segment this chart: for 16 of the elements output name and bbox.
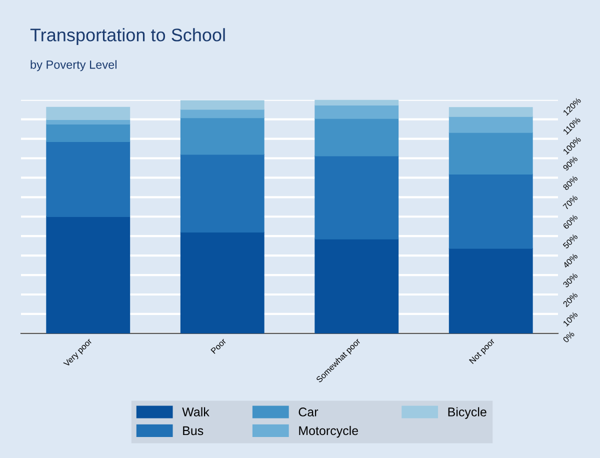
legend-label: Bus [183, 426, 204, 436]
y-tick-label: 40% [562, 252, 578, 269]
y-tick-label: 60% [562, 214, 578, 230]
legend-label: Motorcycle [299, 426, 358, 438]
y-tick-label: 0% [562, 330, 575, 344]
legend-label: Bicycle [448, 407, 486, 419]
y-tick-label: 30% [562, 272, 578, 288]
y-tick-label: 80% [562, 175, 578, 191]
y-tick-label: 90% [562, 156, 578, 172]
chart-title: Transportation to School [30, 28, 225, 45]
y-tick-label: 10% [562, 311, 578, 327]
chart-subtitle: by Poverty Level [30, 60, 116, 72]
y-tick-label: 70% [562, 194, 578, 210]
legend-label: Car [298, 408, 318, 416]
y-tick-label: 50% [562, 233, 578, 249]
legend-label: Walk [182, 407, 210, 416]
